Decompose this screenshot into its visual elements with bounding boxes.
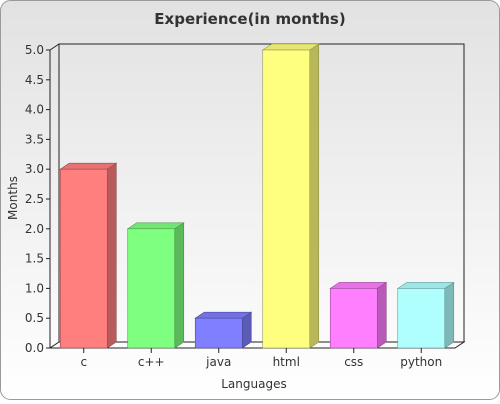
x-tick-label: c bbox=[80, 355, 87, 369]
y-tick-label: 2.0 bbox=[25, 222, 44, 236]
x-tick-label: c++ bbox=[138, 355, 165, 369]
bar-front bbox=[127, 228, 176, 349]
x-axis-ticks: c c++ java html css python bbox=[80, 348, 442, 369]
y-tick-label: 2.5 bbox=[25, 192, 44, 206]
bar-front bbox=[262, 49, 311, 349]
bar-top bbox=[194, 311, 253, 319]
x-tick-label: java bbox=[205, 355, 231, 369]
plot-area bbox=[48, 43, 466, 349]
y-tick-label: 1.5 bbox=[25, 252, 44, 266]
y-axis-depth-top bbox=[49, 43, 60, 51]
bar-front bbox=[397, 288, 446, 349]
bar-java bbox=[194, 311, 253, 349]
bar-side bbox=[106, 162, 117, 349]
x-axis-label: Languages bbox=[221, 377, 286, 391]
y-tick-label: 1.0 bbox=[25, 281, 44, 295]
bar-css bbox=[329, 281, 388, 349]
bar-side bbox=[376, 281, 387, 349]
bar-side bbox=[309, 43, 320, 349]
bar-front bbox=[194, 317, 243, 349]
bar-front bbox=[59, 168, 108, 349]
x-tick-label: python bbox=[400, 355, 442, 369]
bars bbox=[59, 43, 455, 349]
bar-front bbox=[329, 288, 378, 349]
y-tick-label: 0.5 bbox=[25, 311, 44, 325]
y-tick-label: 4.0 bbox=[25, 103, 44, 117]
y-tick-label: 3.0 bbox=[25, 162, 44, 176]
y-tick-label: 3.5 bbox=[25, 132, 44, 146]
bar-html bbox=[261, 43, 320, 349]
bar-c bbox=[59, 162, 118, 349]
bar-top bbox=[59, 162, 118, 170]
y-tick-label: 0.0 bbox=[25, 341, 44, 355]
bar-top bbox=[329, 282, 388, 289]
bar-python bbox=[396, 281, 455, 349]
chart-title: Experience(in months) bbox=[154, 10, 345, 28]
x-tick-label: html bbox=[273, 355, 300, 369]
bar-c++ bbox=[126, 222, 185, 349]
plot-floor bbox=[48, 341, 466, 349]
x-tick-label: css bbox=[344, 355, 363, 369]
bar-top bbox=[396, 282, 455, 289]
y-tick-label: 5.0 bbox=[25, 43, 44, 57]
y-axis-ticks: 0.0 0.5 1.0 1.5 2.0 2.5 3.0 3.5 4.0 4.5 5.0 bbox=[25, 43, 50, 355]
bar-top bbox=[126, 222, 185, 230]
y-tick-label: 4.5 bbox=[25, 73, 44, 87]
y-axis-label: Months bbox=[6, 176, 20, 220]
bar-side bbox=[174, 222, 185, 349]
bar-side bbox=[444, 281, 455, 349]
bar-top bbox=[261, 43, 320, 51]
